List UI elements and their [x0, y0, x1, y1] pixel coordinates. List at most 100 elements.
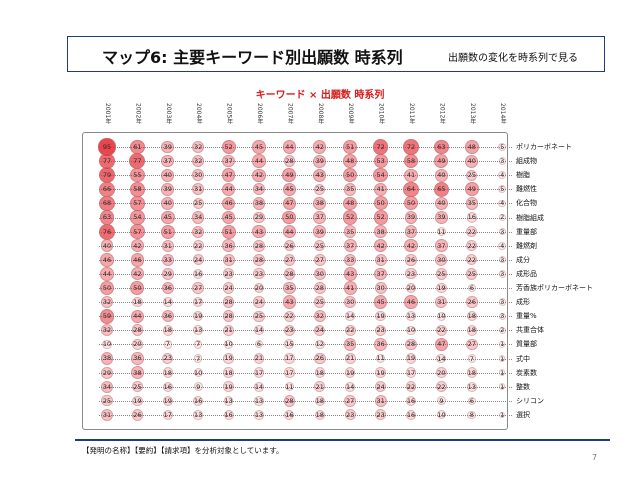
title-box: マップ6: 主要キーワード別出願数 時系列 出願数の変化を時系列で見る: [67, 36, 605, 72]
row-guide-line: [99, 358, 512, 360]
data-bubble: 3: [498, 157, 506, 166]
data-bubble: 59: [99, 308, 115, 324]
row-guide-line: [99, 288, 512, 289]
row-guide-line: [99, 217, 512, 219]
data-bubble: 39: [434, 211, 448, 224]
row-guide-line: [99, 400, 512, 402]
data-bubble: 28: [222, 296, 235, 308]
data-bubble: 3: [498, 269, 506, 278]
data-bubble: 18: [466, 310, 477, 322]
data-bubble: 76: [99, 223, 115, 240]
data-bubble: 20: [405, 282, 417, 294]
row-guide-line: [99, 259, 512, 261]
data-bubble: 51: [343, 140, 358, 154]
data-bubble: 36: [161, 281, 175, 295]
data-bubble: 24: [222, 282, 235, 294]
data-bubble: 25: [314, 296, 326, 308]
data-bubble: 23: [162, 352, 174, 365]
data-bubble: 77: [98, 153, 115, 170]
data-bubble: 22: [405, 381, 417, 393]
data-bubble: 7: [193, 354, 203, 363]
data-bubble: 46: [100, 253, 114, 267]
data-bubble: 28: [405, 338, 417, 351]
row-guide-line: [99, 273, 512, 275]
data-bubble: 23: [223, 268, 235, 280]
data-bubble: 16: [193, 395, 204, 406]
row-guide-line: [99, 175, 512, 177]
data-bubble: 39: [161, 182, 175, 196]
data-bubble: 14: [162, 297, 173, 307]
data-bubble: 21: [223, 324, 234, 336]
data-bubble: 1: [498, 410, 506, 419]
data-bubble: 47: [282, 196, 297, 211]
year-label: 2011年: [408, 103, 415, 125]
data-bubble: 31: [192, 183, 205, 196]
data-bubble: 23: [344, 409, 356, 421]
year-label: 2010年: [377, 103, 385, 125]
data-bubble: 44: [100, 267, 114, 281]
data-bubble: 28: [253, 239, 265, 252]
data-bubble: 45: [221, 210, 236, 225]
data-bubble: 45: [161, 210, 175, 225]
data-bubble: 9: [193, 382, 203, 392]
keyword-label: 重量%: [516, 312, 537, 321]
data-bubble: 24: [374, 381, 387, 393]
data-bubble: 16: [223, 409, 234, 420]
data-bubble: 44: [130, 309, 145, 323]
data-bubble: 46: [221, 196, 236, 211]
footer-note: 【発明の名称】【要約】【請求項】を分析対象としています。: [82, 446, 284, 455]
data-bubble: 50: [100, 281, 114, 295]
data-bubble: 38: [374, 225, 387, 238]
data-bubble: 32: [313, 310, 326, 323]
data-bubble: 22: [466, 240, 478, 252]
data-bubble: 47: [221, 168, 236, 182]
data-bubble: 42: [404, 239, 418, 253]
data-bubble: 30: [374, 282, 387, 294]
data-bubble: 28: [131, 324, 144, 337]
data-bubble: 18: [314, 367, 325, 378]
data-bubble: 13: [466, 381, 477, 392]
data-bubble: 63: [433, 139, 449, 155]
data-bubble: 50: [343, 168, 358, 183]
data-bubble: 36: [222, 239, 235, 252]
data-bubble: 42: [130, 239, 144, 253]
data-bubble: 50: [282, 210, 297, 225]
data-bubble: 22: [283, 310, 295, 322]
data-bubble: 64: [403, 181, 419, 197]
page-title: マップ6: 主要キーワード別出願数 時系列: [102, 48, 403, 67]
row-guide-line: [99, 231, 512, 233]
data-bubble: 16: [193, 268, 204, 279]
footer-divider: [75, 439, 610, 441]
data-bubble: 4: [498, 171, 507, 180]
data-bubble: 19: [344, 367, 356, 378]
data-bubble: 31: [435, 296, 448, 309]
row-guide-line: [99, 245, 512, 247]
data-bubble: 17: [193, 296, 204, 308]
data-bubble: 40: [434, 196, 448, 210]
data-bubble: 48: [343, 196, 358, 211]
data-bubble: 10: [436, 311, 446, 321]
row-guide-line: [99, 372, 512, 374]
data-bubble: 19: [436, 282, 447, 294]
data-bubble: 35: [343, 338, 357, 351]
data-bubble: 14: [254, 381, 264, 392]
year-label: 2009年: [347, 103, 355, 125]
data-bubble: 3: [498, 312, 506, 321]
data-bubble: 23: [375, 324, 387, 336]
data-bubble: 55: [130, 168, 145, 183]
data-bubble: 27: [466, 338, 478, 351]
data-bubble: 9: [436, 396, 446, 406]
data-bubble: 11: [375, 353, 386, 364]
keyword-label: 成形: [516, 298, 530, 307]
keyword-label: 選択: [516, 410, 530, 419]
data-bubble: 45: [282, 182, 297, 197]
year-label: 2014年: [499, 103, 507, 125]
keyword-label: 樹脂: [516, 171, 530, 180]
data-bubble: 7: [163, 340, 173, 349]
data-bubble: 30: [313, 267, 326, 280]
data-bubble: 39: [313, 225, 327, 239]
data-bubble: 28: [283, 268, 296, 280]
data-bubble: 34: [252, 183, 266, 196]
data-bubble: 24: [192, 254, 204, 266]
data-bubble: 41: [374, 182, 388, 196]
